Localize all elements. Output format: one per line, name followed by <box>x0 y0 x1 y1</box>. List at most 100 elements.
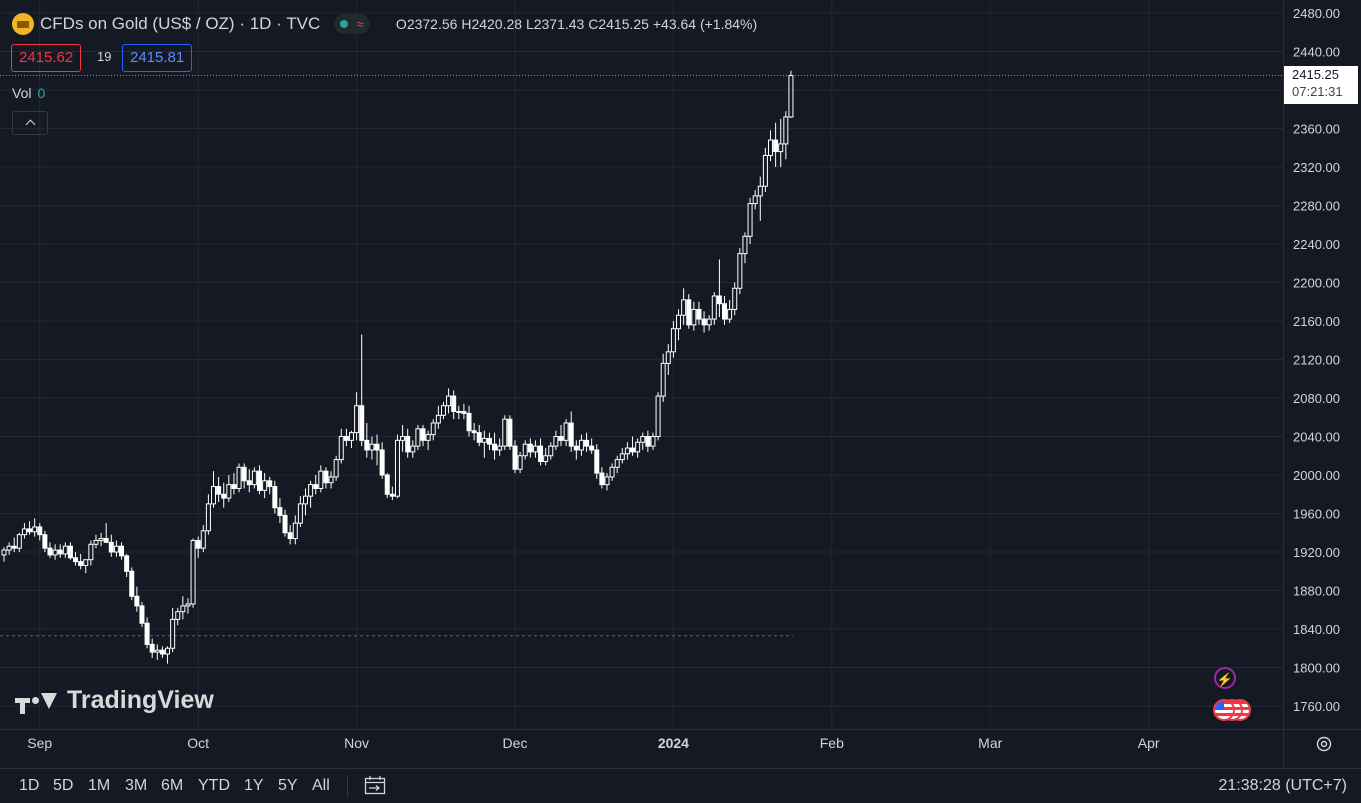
candle-body-down <box>272 486 278 509</box>
range-1m-button[interactable]: 1M <box>88 777 111 794</box>
collapse-legend-button[interactable] <box>12 111 48 135</box>
candle-body-up <box>522 443 528 457</box>
volume-legend[interactable]: Vol 0 <box>12 85 45 101</box>
candle-body-up <box>727 308 733 320</box>
high-label: H <box>461 16 472 32</box>
candle-body-down <box>103 538 109 543</box>
candle-body-down <box>11 545 17 549</box>
candle-body-down <box>374 443 380 451</box>
candle-body-down <box>568 422 574 447</box>
calendar-goto-icon[interactable] <box>364 775 386 795</box>
candle-body-down <box>701 318 707 326</box>
candle-body-up <box>563 422 569 441</box>
candle-body-down <box>558 436 564 441</box>
candle-body-up <box>262 480 268 491</box>
candle-body-up <box>517 455 523 470</box>
last-price-value: 2415.25 <box>1292 67 1339 82</box>
toolbar-divider <box>347 775 348 797</box>
x-tick-label: 2024 <box>658 735 689 751</box>
candle-body-down <box>486 437 492 445</box>
timezone-clock[interactable]: 21:38:28 (UTC+7) <box>1218 777 1347 794</box>
candle-body-up <box>200 530 206 549</box>
gear-icon[interactable] <box>1315 735 1333 753</box>
candle-body-up <box>706 318 712 326</box>
candle-body-down <box>267 480 273 488</box>
candle-body-down <box>773 139 779 153</box>
volume-value: 0 <box>37 85 46 101</box>
y-tick-label: 2440.00 <box>1293 45 1340 60</box>
candle-body-up <box>328 476 334 484</box>
range-6m-button[interactable]: 6M <box>161 777 184 794</box>
candle-body-up <box>21 528 27 536</box>
candle-body-up <box>175 611 181 620</box>
candle-body-up <box>762 154 768 187</box>
candle-body-up <box>532 445 538 453</box>
candle-body-up <box>778 143 784 153</box>
candle-body-up <box>88 543 94 561</box>
candle-body-down <box>159 649 165 655</box>
market-status[interactable]: ≈ <box>334 14 370 34</box>
us-flag-icon <box>1213 699 1235 721</box>
candle-body-up <box>415 428 421 447</box>
y-tick-label: 2240.00 <box>1293 237 1340 252</box>
x-tick-label: Oct <box>187 735 209 751</box>
candle-body-up <box>170 618 176 649</box>
candle-body-up <box>548 445 554 457</box>
candle-body-up <box>609 466 615 478</box>
candle-body-up <box>660 362 666 397</box>
open-value: 2372.56 <box>406 16 458 32</box>
y-tick-label: 2040.00 <box>1293 430 1340 445</box>
candle-body-down <box>492 443 498 451</box>
candle-body-up <box>165 647 171 655</box>
y-tick-label: 2000.00 <box>1293 468 1340 483</box>
candle-body-down <box>589 445 595 451</box>
lightning-icon[interactable]: ⚡ <box>1214 667 1236 689</box>
candle-body-down <box>461 410 467 414</box>
candle-body-up <box>226 484 232 499</box>
bottom-toolbar: 1D 5D 1M 3M 6M YTD 1Y 5Y All 21:38:28 (U… <box>0 768 1361 803</box>
sell-price-button[interactable]: 2415.62 <box>11 44 82 72</box>
symbol-title[interactable]: CFDs on Gold (US$ / OZ) · 1D · TVC <box>40 14 321 33</box>
candle-body-down <box>343 436 349 441</box>
range-ytd-button[interactable]: YTD <box>198 777 230 794</box>
candle-body-up <box>308 484 314 497</box>
candle-body-down <box>630 447 636 453</box>
range-3m-button[interactable]: 3M <box>125 777 148 794</box>
y-tick-label: 2120.00 <box>1293 353 1340 368</box>
candle-body-down <box>282 514 288 534</box>
candle-body-down <box>67 545 73 559</box>
candle-body-up <box>614 459 620 468</box>
candle-body-down <box>323 470 329 484</box>
candle-body-down <box>405 436 411 453</box>
candle-body-down <box>27 528 33 533</box>
range-1d-button[interactable]: 1D <box>19 777 40 794</box>
candle-body-down <box>599 472 605 486</box>
range-5y-button[interactable]: 5Y <box>278 777 298 794</box>
candle-body-down <box>476 432 482 443</box>
candle-body-up <box>297 503 303 524</box>
candle-body-up <box>180 605 186 613</box>
y-tick-label: 1840.00 <box>1293 622 1340 637</box>
candle-body-up <box>338 436 344 461</box>
buy-price-button[interactable]: 2415.81 <box>122 44 193 72</box>
x-tick-label: Dec <box>503 735 528 751</box>
y-tick-label: 2280.00 <box>1293 199 1340 214</box>
candle-body-up <box>93 539 99 545</box>
candle-body-down <box>124 555 130 572</box>
candle-body-down <box>287 532 293 540</box>
candle-body-up <box>440 405 446 416</box>
y-tick-label: 1800.00 <box>1293 661 1340 676</box>
candle-body-down <box>389 493 395 497</box>
candle-body-up <box>742 235 748 255</box>
candle-body-down <box>108 541 114 553</box>
price-chart[interactable]: 1760.00 1800.00 1840.00 1880.00 1920.00 1960.… <box>0 0 1361 768</box>
delayed-data-icon: ≈ <box>356 16 364 32</box>
candle-body-down <box>119 545 125 557</box>
y-tick-label: 2080.00 <box>1293 391 1340 406</box>
x-tick-label: Feb <box>820 735 844 751</box>
range-all-button[interactable]: All <box>312 777 330 794</box>
chevron-up-icon <box>25 119 35 130</box>
range-1y-button[interactable]: 1Y <box>244 777 264 794</box>
bar-countdown: 07:21:31 <box>1292 84 1343 99</box>
range-5d-button[interactable]: 5D <box>53 777 74 794</box>
